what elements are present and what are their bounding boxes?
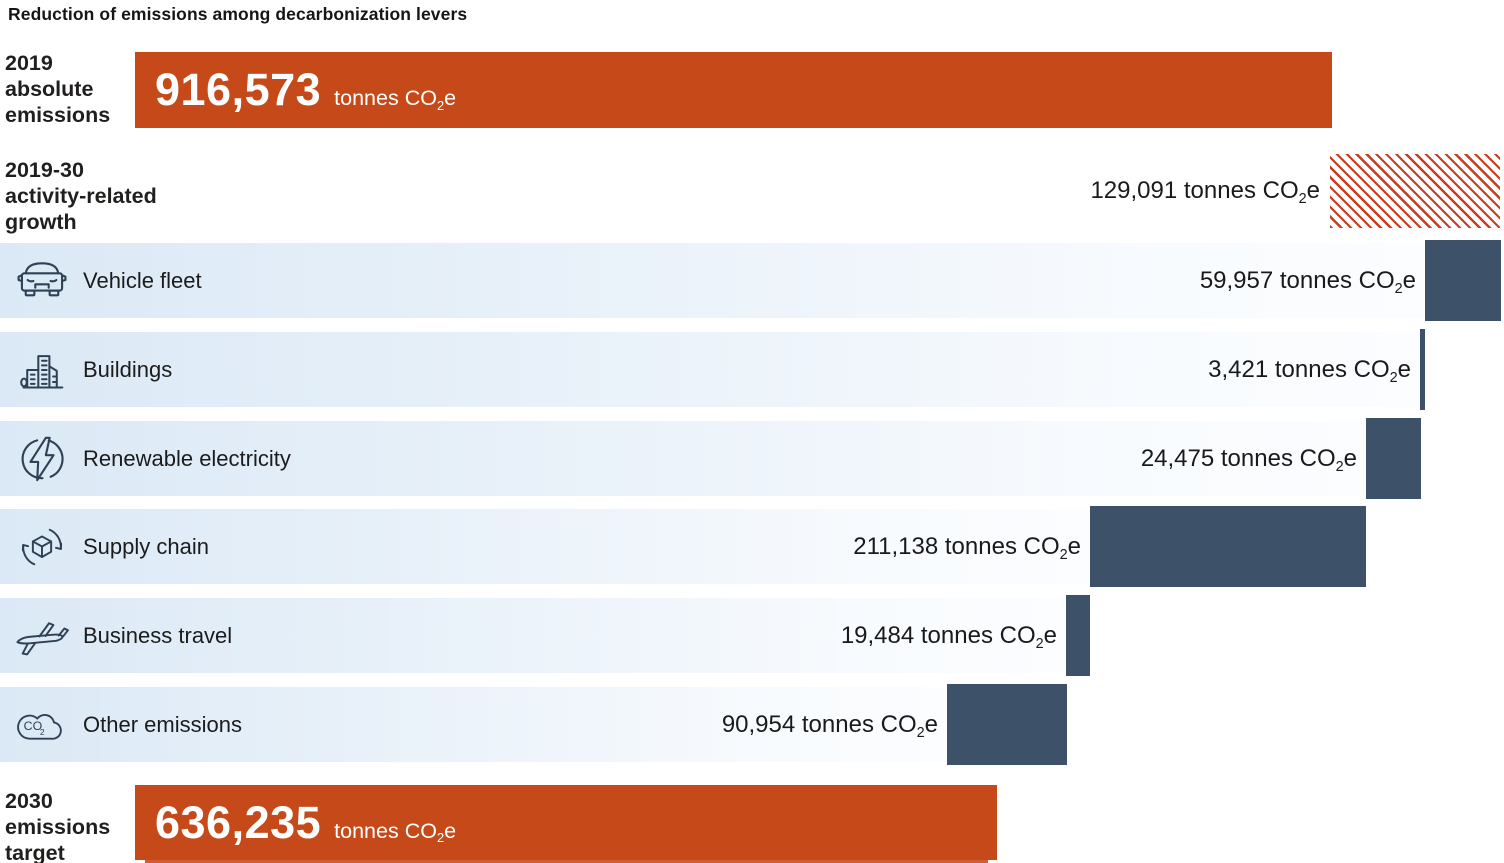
start-row-label: 2019 absolute emissions	[5, 51, 111, 127]
row-band: Vehicle fleet 59,957 tonnes CO2e	[0, 243, 1425, 318]
start-bar-value: 916,573	[155, 64, 322, 115]
lever-bar	[947, 684, 1067, 765]
row-band: Business travel 19,484 tonnes CO2e	[0, 598, 1066, 673]
row-band: Renewable electricity 24,475 tonnes CO2e	[0, 421, 1366, 496]
svg-text:CO: CO	[24, 719, 43, 733]
start-bar-units: tonnes CO2e	[334, 86, 457, 113]
buildings-icon	[13, 347, 71, 393]
lever-row-supply-chain: Supply chain 211,138 tonnes CO2e	[0, 506, 1504, 587]
growth-hatched-bar	[1330, 154, 1500, 228]
row-band: Buildings 3,421 tonnes CO2e	[0, 332, 1420, 407]
lever-value: 90,954 tonnes CO2e	[721, 710, 938, 741]
chart-title: Reduction of emissions among decarboniza…	[8, 4, 468, 24]
lever-row-other-emissions: CO 2 Other emissions 90,954 tonnes CO2e	[0, 684, 1504, 765]
lever-row-buildings: Buildings 3,421 tonnes CO2e	[0, 329, 1504, 410]
start-bar: 916,573 tonnes CO2e	[135, 52, 1332, 128]
lever-value: 59,957 tonnes CO2e	[1199, 266, 1416, 297]
lever-row-renewable-electricity: Renewable electricity 24,475 tonnes CO2e	[0, 418, 1504, 499]
target-bar-units: tonnes CO2e	[334, 818, 457, 846]
target-bar: 636,235 tonnes CO2e	[135, 785, 997, 860]
lightning-circle-icon	[13, 434, 71, 484]
lever-label: Other emissions	[83, 711, 242, 737]
lever-label: Vehicle fleet	[83, 267, 202, 293]
lever-bar	[1420, 329, 1425, 410]
svg-text:2: 2	[40, 726, 45, 736]
lever-value: 19,484 tonnes CO2e	[840, 621, 1057, 652]
growth-value: 129,091 tonnes CO2e	[1090, 177, 1320, 208]
lever-row-business-travel: Business travel 19,484 tonnes CO2e	[0, 595, 1504, 676]
supply-chain-cycle-icon	[13, 522, 71, 572]
cropped-next-bar-edge	[145, 860, 988, 863]
lever-label: Buildings	[83, 356, 173, 382]
lever-label: Renewable electricity	[83, 445, 291, 471]
co2-cloud-icon: CO 2	[13, 703, 71, 747]
row-band: Supply chain 211,138 tonnes CO2e	[0, 509, 1090, 584]
lever-bar	[1366, 418, 1421, 499]
lever-label: Business travel	[83, 622, 233, 648]
row-band: CO 2 Other emissions 90,954 tonnes CO2e	[0, 687, 947, 762]
airplane-icon	[13, 613, 71, 659]
lever-value: 211,138 tonnes CO2e	[853, 532, 1081, 563]
lever-row-vehicle-fleet: Vehicle fleet 59,957 tonnes CO2e	[0, 240, 1504, 321]
target-bar-value: 636,235	[155, 796, 322, 848]
lever-value: 3,421 tonnes CO2e	[1208, 355, 1411, 386]
lever-bar	[1425, 240, 1501, 321]
lever-label: Supply chain	[83, 533, 209, 559]
car-icon	[13, 259, 71, 303]
growth-row-label: 2019-30 activity-related growth	[5, 158, 157, 234]
lever-bar	[1066, 595, 1090, 676]
lever-bar	[1090, 506, 1366, 587]
lever-value: 24,475 tonnes CO2e	[1140, 444, 1357, 475]
target-row-label: 2030 emissions target	[5, 789, 111, 863]
